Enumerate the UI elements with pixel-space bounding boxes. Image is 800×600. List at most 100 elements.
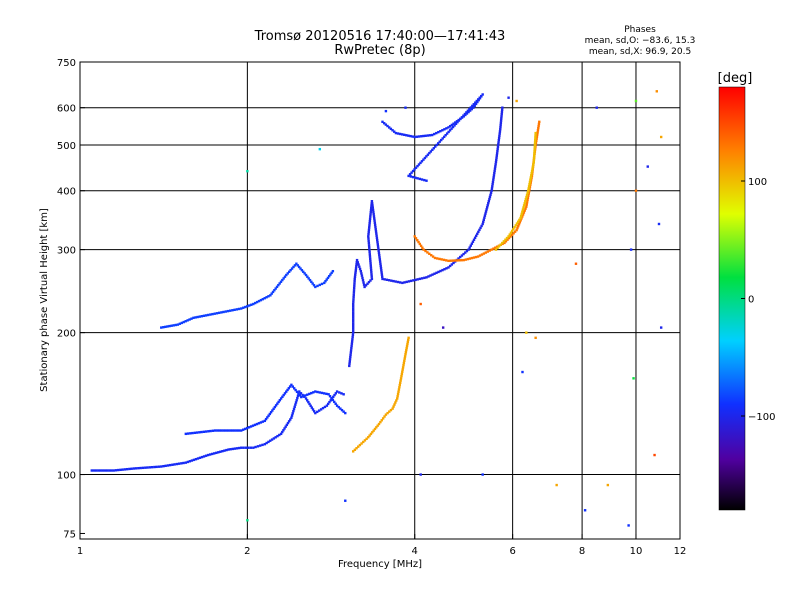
data-point <box>386 124 389 128</box>
data-point <box>365 437 368 440</box>
data-point <box>316 410 319 414</box>
data-point <box>164 464 167 468</box>
data-point <box>388 410 391 413</box>
data-point <box>525 331 528 334</box>
data-point <box>351 316 355 319</box>
data-point <box>368 219 372 223</box>
data-point <box>403 133 406 137</box>
data-point <box>277 283 280 287</box>
data-point <box>340 392 343 395</box>
data-point <box>248 304 251 307</box>
data-point <box>407 134 410 137</box>
data-point <box>502 240 506 243</box>
data-point <box>211 429 215 432</box>
data-point <box>361 276 364 280</box>
data-point <box>471 104 474 108</box>
data-point <box>240 446 243 449</box>
data-point <box>520 212 523 216</box>
data-point <box>530 169 534 173</box>
data-point <box>525 203 528 206</box>
data-point <box>252 446 255 449</box>
data-point <box>254 301 257 305</box>
data-point <box>524 207 527 210</box>
data-point <box>503 241 506 245</box>
data-point <box>425 276 428 279</box>
data-point <box>428 134 432 137</box>
data-point <box>417 135 421 138</box>
data-point <box>367 436 370 439</box>
data-point <box>489 191 493 194</box>
data-point <box>327 275 331 278</box>
data-point <box>531 165 535 168</box>
data-point <box>411 169 415 173</box>
data-point <box>351 324 355 328</box>
data-point <box>426 251 429 254</box>
data-point <box>303 272 306 275</box>
data-point <box>148 466 152 469</box>
data-point <box>263 442 267 446</box>
data-point <box>378 258 382 261</box>
data-point <box>521 208 525 211</box>
data-point <box>480 224 483 228</box>
data-point <box>101 469 104 472</box>
data-point <box>233 429 236 432</box>
data-point <box>370 271 373 274</box>
data-point <box>325 392 328 396</box>
data-point <box>504 238 507 241</box>
data-point <box>178 322 182 325</box>
data-point <box>505 236 509 240</box>
data-point <box>657 222 661 226</box>
data-point <box>530 174 533 177</box>
data-point <box>351 333 355 337</box>
data-point <box>378 260 382 263</box>
data-point <box>368 224 371 227</box>
data-point <box>512 232 515 235</box>
data-point <box>474 234 478 238</box>
data-point <box>482 252 486 255</box>
data-point <box>384 123 388 126</box>
data-point <box>477 98 480 101</box>
data-point <box>200 315 204 318</box>
data-point <box>381 120 384 124</box>
data-point <box>247 446 250 449</box>
data-point <box>527 185 531 188</box>
data-point <box>312 284 316 287</box>
data-point <box>351 327 355 330</box>
data-point <box>213 312 216 315</box>
data-point <box>354 273 357 276</box>
x-tick-label: 8 <box>579 546 585 557</box>
data-point <box>424 249 427 253</box>
data-point <box>472 256 476 259</box>
data-point <box>373 219 376 222</box>
data-point <box>270 292 273 295</box>
data-point <box>494 163 497 166</box>
data-point <box>391 129 394 132</box>
data-point <box>466 109 470 112</box>
data-point <box>267 440 270 444</box>
data-point <box>204 430 208 433</box>
data-point <box>426 134 430 137</box>
data-point <box>301 393 304 397</box>
data-point <box>464 258 467 261</box>
colorbar-tick-label: 0 <box>748 295 754 306</box>
data-point <box>328 394 332 398</box>
data-point <box>469 106 473 109</box>
data-point <box>399 377 403 380</box>
data-point <box>354 271 357 274</box>
data-point <box>499 243 502 246</box>
data-point <box>382 122 386 125</box>
data-point <box>404 353 407 356</box>
data-point <box>423 156 427 160</box>
data-point <box>306 275 309 278</box>
data-point <box>166 325 169 328</box>
data-point <box>434 145 437 148</box>
data-point <box>523 209 526 212</box>
data-point <box>442 135 446 139</box>
data-point <box>537 122 541 126</box>
data-point <box>416 238 419 242</box>
data-point <box>487 201 490 205</box>
data-point <box>282 429 285 432</box>
data-point <box>255 422 259 426</box>
data-point <box>222 429 226 432</box>
data-point <box>274 287 277 290</box>
